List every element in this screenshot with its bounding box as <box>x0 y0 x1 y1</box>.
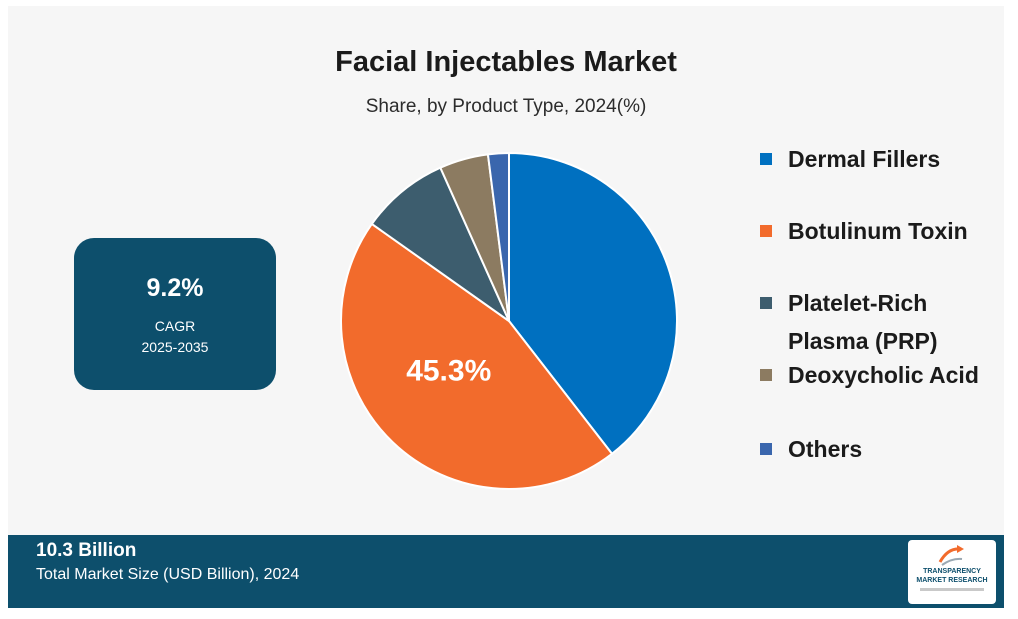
slice-data-label: 45.3% <box>406 355 491 388</box>
market-size-value: 10.3 Billion <box>36 540 137 561</box>
cagr-box: 9.2% CAGR 2025-2035 <box>74 238 276 390</box>
market-size-label: Total Market Size (USD Billion), 2024 <box>36 566 300 583</box>
chart-card: Facial Injectables Market Share, by Prod… <box>8 6 1004 608</box>
logo-arrows-icon <box>938 545 964 566</box>
pie-slice-others <box>486 151 510 322</box>
chart-title: Facial Injectables Market <box>335 46 677 78</box>
legend-swatch <box>760 225 772 237</box>
pie-slice-prp <box>370 166 512 324</box>
legend-swatch <box>760 153 772 165</box>
company-logo: TRANSPARENCY MARKET RESEARCH <box>908 540 996 604</box>
legend-label: Botulinum Toxin <box>788 218 968 244</box>
legend-label: Dermal Fillers <box>788 146 941 172</box>
cagr-label: CAGR <box>154 318 196 334</box>
legend-label: Platelet-Rich Plasma (PRP) <box>788 290 938 354</box>
logo-text: TRANSPARENCY <box>923 568 981 575</box>
legend-swatch <box>760 369 772 381</box>
legend-label: Others <box>788 436 863 462</box>
cagr-period: 2025-2035 <box>141 339 209 355</box>
legend-swatch <box>760 443 772 455</box>
footer-banner: 10.3 Billion Total Market Size (USD Bill… <box>8 535 1004 608</box>
pie-slice-botulinum-toxin <box>340 222 614 490</box>
legend-label: Deoxycholic Acid <box>788 362 979 388</box>
cagr-value: 9.2% <box>146 274 204 302</box>
logo-divider <box>920 588 984 591</box>
pie-slice-dermal-fillers <box>508 151 678 456</box>
chart-subtitle: Share, by Product Type, 2024(%) <box>365 96 647 117</box>
pie-chart: 45.3% <box>340 151 678 490</box>
logo-text: MARKET RESEARCH <box>916 577 988 584</box>
legend-swatch <box>760 297 772 309</box>
